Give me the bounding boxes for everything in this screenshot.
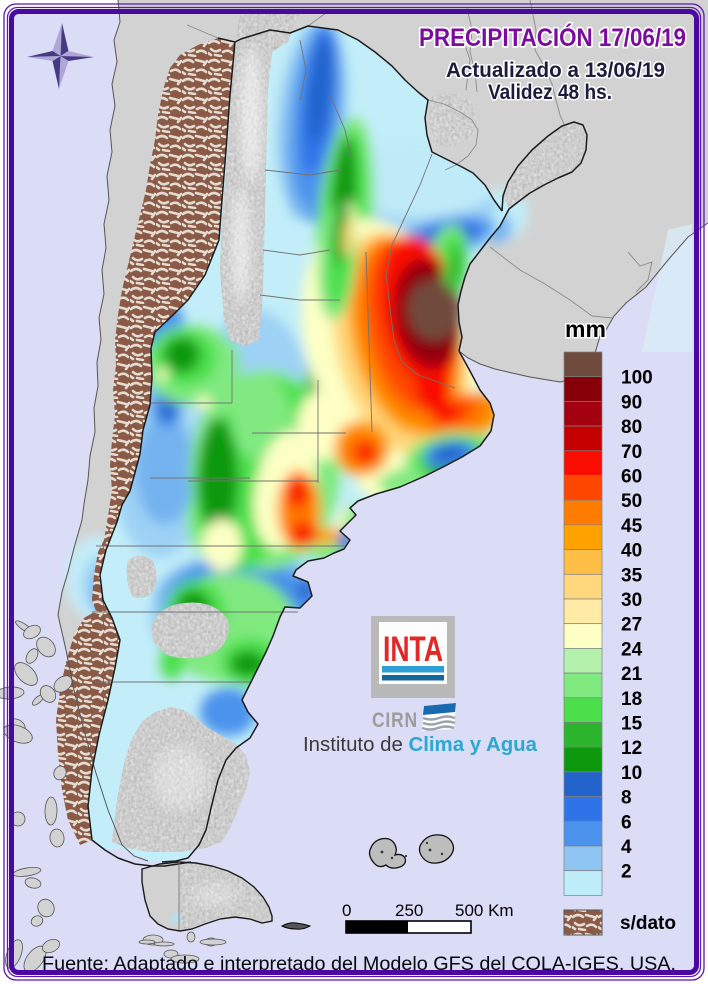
svg-text:30: 30: [621, 590, 642, 611]
svg-text:12: 12: [621, 738, 642, 759]
svg-text:35: 35: [621, 565, 643, 586]
svg-text:45: 45: [621, 516, 643, 537]
svg-text:90: 90: [621, 392, 642, 413]
svg-text:mm: mm: [565, 316, 606, 342]
svg-text:80: 80: [621, 417, 642, 438]
svg-text:70: 70: [621, 442, 642, 463]
svg-text:27: 27: [621, 615, 642, 636]
svg-text:50: 50: [621, 491, 642, 512]
svg-text:Actualizado a 13/06/19: Actualizado a 13/06/19: [446, 59, 665, 82]
svg-text:PRECIPITACIÓN 17/06/19: PRECIPITACIÓN 17/06/19: [419, 22, 686, 52]
svg-text:2: 2: [621, 862, 632, 883]
svg-text:s/dato: s/dato: [620, 913, 676, 934]
svg-text:15: 15: [621, 714, 643, 735]
svg-text:60: 60: [621, 467, 642, 488]
svg-text:500 Km: 500 Km: [455, 901, 514, 920]
svg-text:6: 6: [621, 812, 632, 833]
svg-text:100: 100: [621, 368, 653, 389]
svg-text:250: 250: [395, 901, 423, 920]
svg-text:8: 8: [621, 788, 632, 809]
svg-text:CIRN: CIRN: [372, 709, 418, 732]
svg-text:Instituto de Clima y Agua: Instituto de Clima y Agua: [303, 734, 538, 756]
svg-text:18: 18: [621, 689, 642, 710]
svg-text:10: 10: [621, 763, 642, 784]
svg-text:Validez 48 hs.: Validez 48 hs.: [488, 81, 612, 104]
svg-text:24: 24: [621, 639, 643, 660]
svg-text:Fuente: Adaptado e interpretad: Fuente: Adaptado e interpretado del Mode…: [42, 954, 676, 975]
svg-text:40: 40: [621, 541, 642, 562]
svg-text:4: 4: [621, 837, 632, 858]
svg-text:21: 21: [621, 664, 643, 685]
svg-text:INTA: INTA: [383, 630, 443, 669]
svg-text:0: 0: [342, 901, 351, 920]
